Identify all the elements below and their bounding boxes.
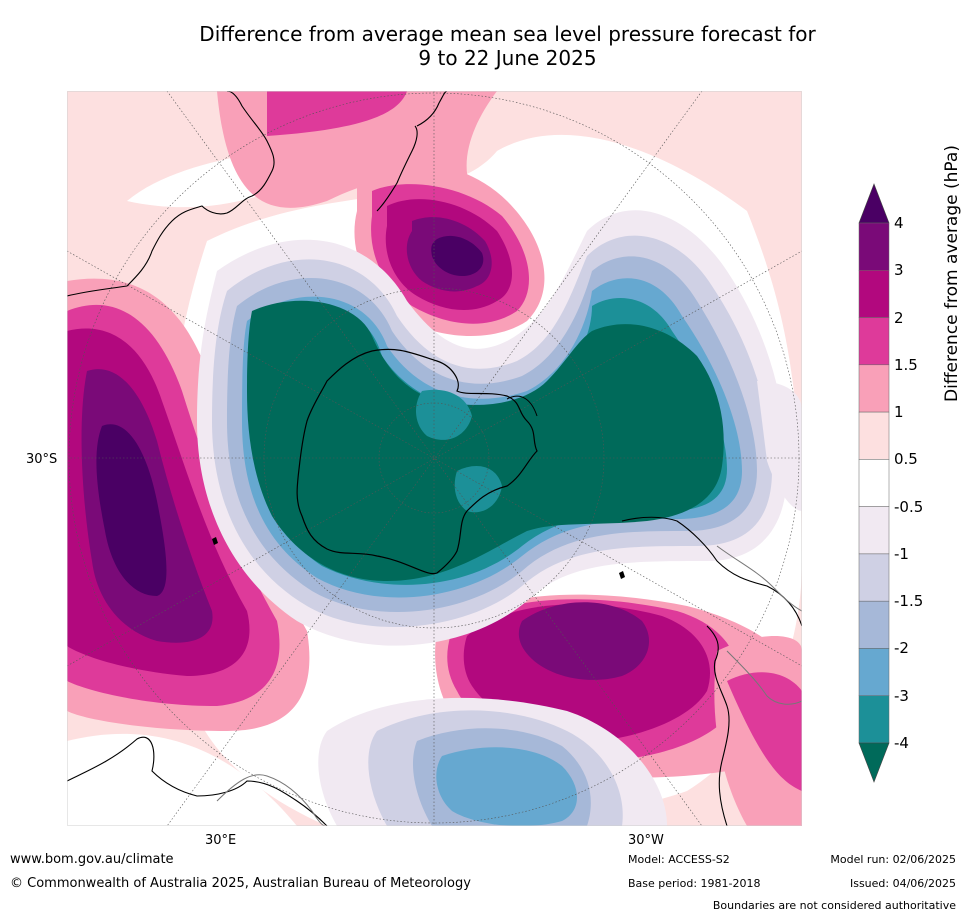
colorbar-tick-label: 1.5 [894, 355, 918, 374]
colorbar-tick-label: -2 [894, 639, 909, 658]
colorbar-tick-label: 0.5 [894, 450, 918, 469]
positive-anomaly-north [217, 91, 545, 336]
colorbar-band [858, 459, 890, 507]
colorbar-tick-label: -1.5 [894, 592, 924, 611]
copyright-notice: © Commonwealth of Australia 2025, Austra… [10, 876, 471, 891]
colorbar-extend-max [858, 183, 890, 224]
colorbar-tick-label: -1 [894, 544, 909, 563]
colorbar-band [858, 553, 890, 602]
madagascar-coastline [212, 537, 218, 545]
title-line-1: Difference from average mean sea level p… [199, 22, 816, 46]
longitude-label-30w: 30°W [628, 833, 664, 848]
title-line-2: 9 to 22 June 2025 [418, 46, 597, 70]
africa-coastline [67, 736, 328, 826]
latitude-label: 30°S [26, 452, 58, 467]
colorbar-band [858, 648, 890, 696]
colorbar-tick-label: -4 [894, 734, 909, 752]
colorbar-band [858, 270, 890, 318]
colorbar-band [858, 317, 890, 366]
model-name: Model: ACCESS-S2 [628, 853, 730, 866]
colorbar-tick-label: 1 [894, 403, 904, 422]
new-zealand-coastline [376, 91, 448, 212]
colorbar-title: Difference from average (hPa) [942, 145, 962, 402]
antarctica-coastline [296, 348, 538, 575]
colorbar-tick-label: 2 [894, 308, 904, 327]
negative-anomaly-antarctic [197, 210, 787, 646]
colorbar-band [858, 364, 890, 413]
colorbar-band [858, 222, 890, 271]
longitude-label-30e: 30°E [205, 833, 237, 848]
colorbar-band [858, 695, 890, 744]
disclaimer: Boundaries are not considered authoritat… [712, 899, 956, 912]
colorbar-band [858, 600, 890, 649]
base-period: Base period: 1981-2018 [628, 877, 761, 890]
website-link[interactable]: www.bom.gov.au/climate [10, 852, 174, 867]
colorbar-extend-min [858, 742, 890, 783]
model-run-date: Model run: 02/06/2025 [830, 853, 956, 866]
issued-date: Issued: 04/06/2025 [849, 877, 956, 890]
pressure-anomaly-map [67, 91, 802, 826]
australia-coastline [67, 91, 275, 297]
colorbar [858, 183, 890, 783]
negative-anomaly-south [318, 697, 667, 826]
colorbar-tick-label: -0.5 [894, 497, 924, 516]
colorbar-tick-label: 3 [894, 261, 904, 280]
chart-title: Difference from average mean sea level p… [0, 22, 965, 70]
positive-anomaly-southeast [435, 594, 802, 778]
colorbar-tick-label: -3 [894, 686, 909, 705]
positive-anomaly-west [67, 278, 310, 731]
colorbar-band [858, 411, 890, 460]
graticule [67, 91, 802, 826]
colorbar-tick-label: 4 [894, 214, 904, 232]
colorbar-band [858, 506, 890, 555]
